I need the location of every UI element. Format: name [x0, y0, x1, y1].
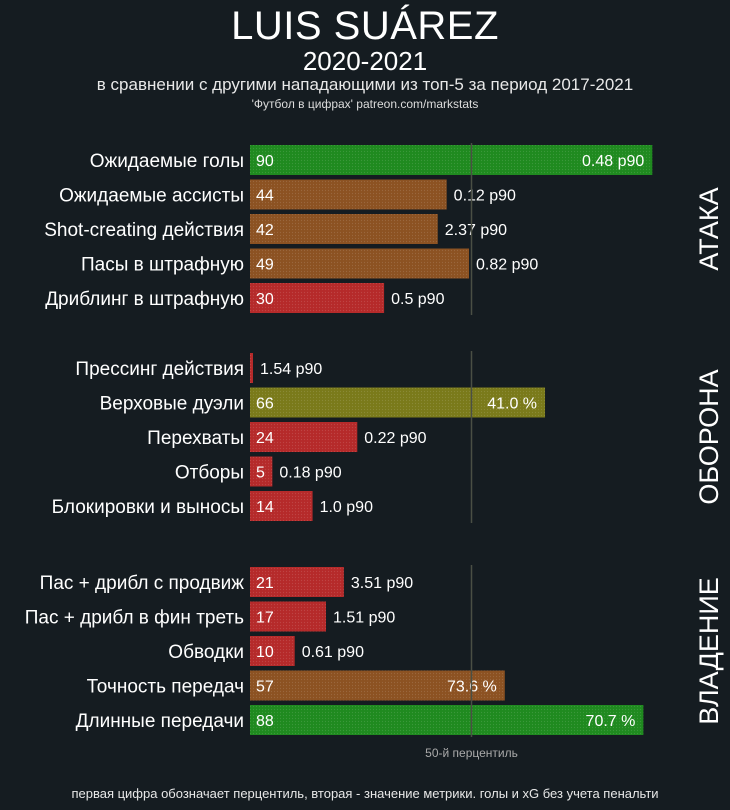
bar-texture — [250, 387, 546, 418]
group-label: ВЛАДЕНИЕ — [694, 577, 724, 725]
bar-value: 41.0 % — [487, 396, 537, 413]
bar-texture — [250, 283, 385, 313]
bar-texture — [250, 491, 313, 521]
bar-percentile: 21 — [256, 575, 274, 592]
bar-label: Блокировки и выносы — [52, 497, 244, 518]
bar-label: Пас + дрибл с продвиж — [40, 573, 245, 594]
bar-percentile: 90 — [256, 153, 274, 170]
bar-texture — [250, 214, 438, 244]
bar-value: 1.54 p90 — [260, 361, 322, 378]
bar-value: 3.51 p90 — [351, 575, 413, 592]
bar-value: 0.18 p90 — [279, 465, 341, 482]
bar-value: 0.5 p90 — [391, 291, 444, 308]
bar-texture — [250, 456, 273, 487]
bar-value: 0.82 p90 — [476, 257, 538, 274]
bar-label: Верховые дуэли — [100, 394, 244, 415]
bar-label: Длинные передачи — [76, 711, 244, 732]
bar-texture — [250, 145, 653, 175]
bar-percentile: 5 — [256, 465, 265, 482]
bar-label: Перехваты — [147, 428, 244, 449]
bar-label: Ожидаемые ассисты — [59, 186, 244, 207]
chart-subtitle: 2020-2021 — [302, 46, 428, 76]
bar-percentile: 49 — [256, 257, 274, 274]
chart-credit: 'Футбол в цифрах' patreon.com/markstats — [251, 97, 479, 111]
bar-label: Ожидаемые голы — [90, 151, 244, 172]
chart-footnote: первая цифра обозначает перцентиль, втор… — [71, 786, 659, 801]
bar-percentile: 17 — [256, 610, 274, 627]
bar-value: 0.22 p90 — [364, 430, 426, 447]
bar-percentile: 30 — [256, 291, 274, 308]
bar-value: 0.48 p90 — [582, 153, 644, 170]
bar-texture — [250, 670, 505, 701]
bar-label: Прессинг действия — [75, 359, 244, 380]
bar-texture — [250, 353, 253, 383]
median-label: 50-й перцентиль — [425, 746, 518, 760]
bar-texture — [250, 179, 447, 210]
bar-texture — [250, 422, 358, 452]
bar-label: Точность передач — [87, 677, 244, 698]
bar-percentile: 14 — [256, 499, 274, 516]
bar-label: Shot-creating действия — [44, 220, 244, 241]
group-label: ОБОРОНА — [694, 369, 724, 504]
bar-value: 0.61 p90 — [302, 644, 364, 661]
bar-texture — [250, 567, 344, 597]
bar-percentile: 10 — [256, 644, 274, 661]
bar-value: 2.37 p90 — [445, 222, 507, 239]
bar-label: Пас + дрибл в фин треть — [25, 608, 244, 629]
chart-description: в сравнении с другими нападающими из топ… — [96, 75, 634, 94]
bar-value: 1.0 p90 — [320, 499, 373, 516]
bar-label: Отборы — [175, 463, 244, 484]
group-label: АТАКА — [694, 187, 724, 270]
bar-percentile: 66 — [256, 396, 274, 413]
bar-texture — [250, 636, 295, 666]
bar-texture — [250, 248, 470, 279]
bar-percentile: 57 — [256, 679, 274, 696]
bar-texture — [250, 601, 326, 632]
bar-value: 0.12 p90 — [454, 188, 516, 205]
bar-label: Пасы в штрафную — [81, 255, 244, 276]
bar-label: Обводки — [168, 642, 244, 663]
bar-value: 1.51 p90 — [333, 610, 395, 627]
bar-percentile: 88 — [256, 713, 274, 730]
bar-label: Дриблинг в штрафную — [45, 289, 244, 310]
chart-title: LUIS SUÁREZ — [231, 4, 499, 48]
bar-texture — [250, 705, 644, 735]
bar-percentile: 24 — [256, 430, 274, 447]
bar-percentile: 44 — [256, 188, 274, 205]
bar-value: 70.7 % — [586, 713, 636, 730]
bar-percentile: 42 — [256, 222, 274, 239]
